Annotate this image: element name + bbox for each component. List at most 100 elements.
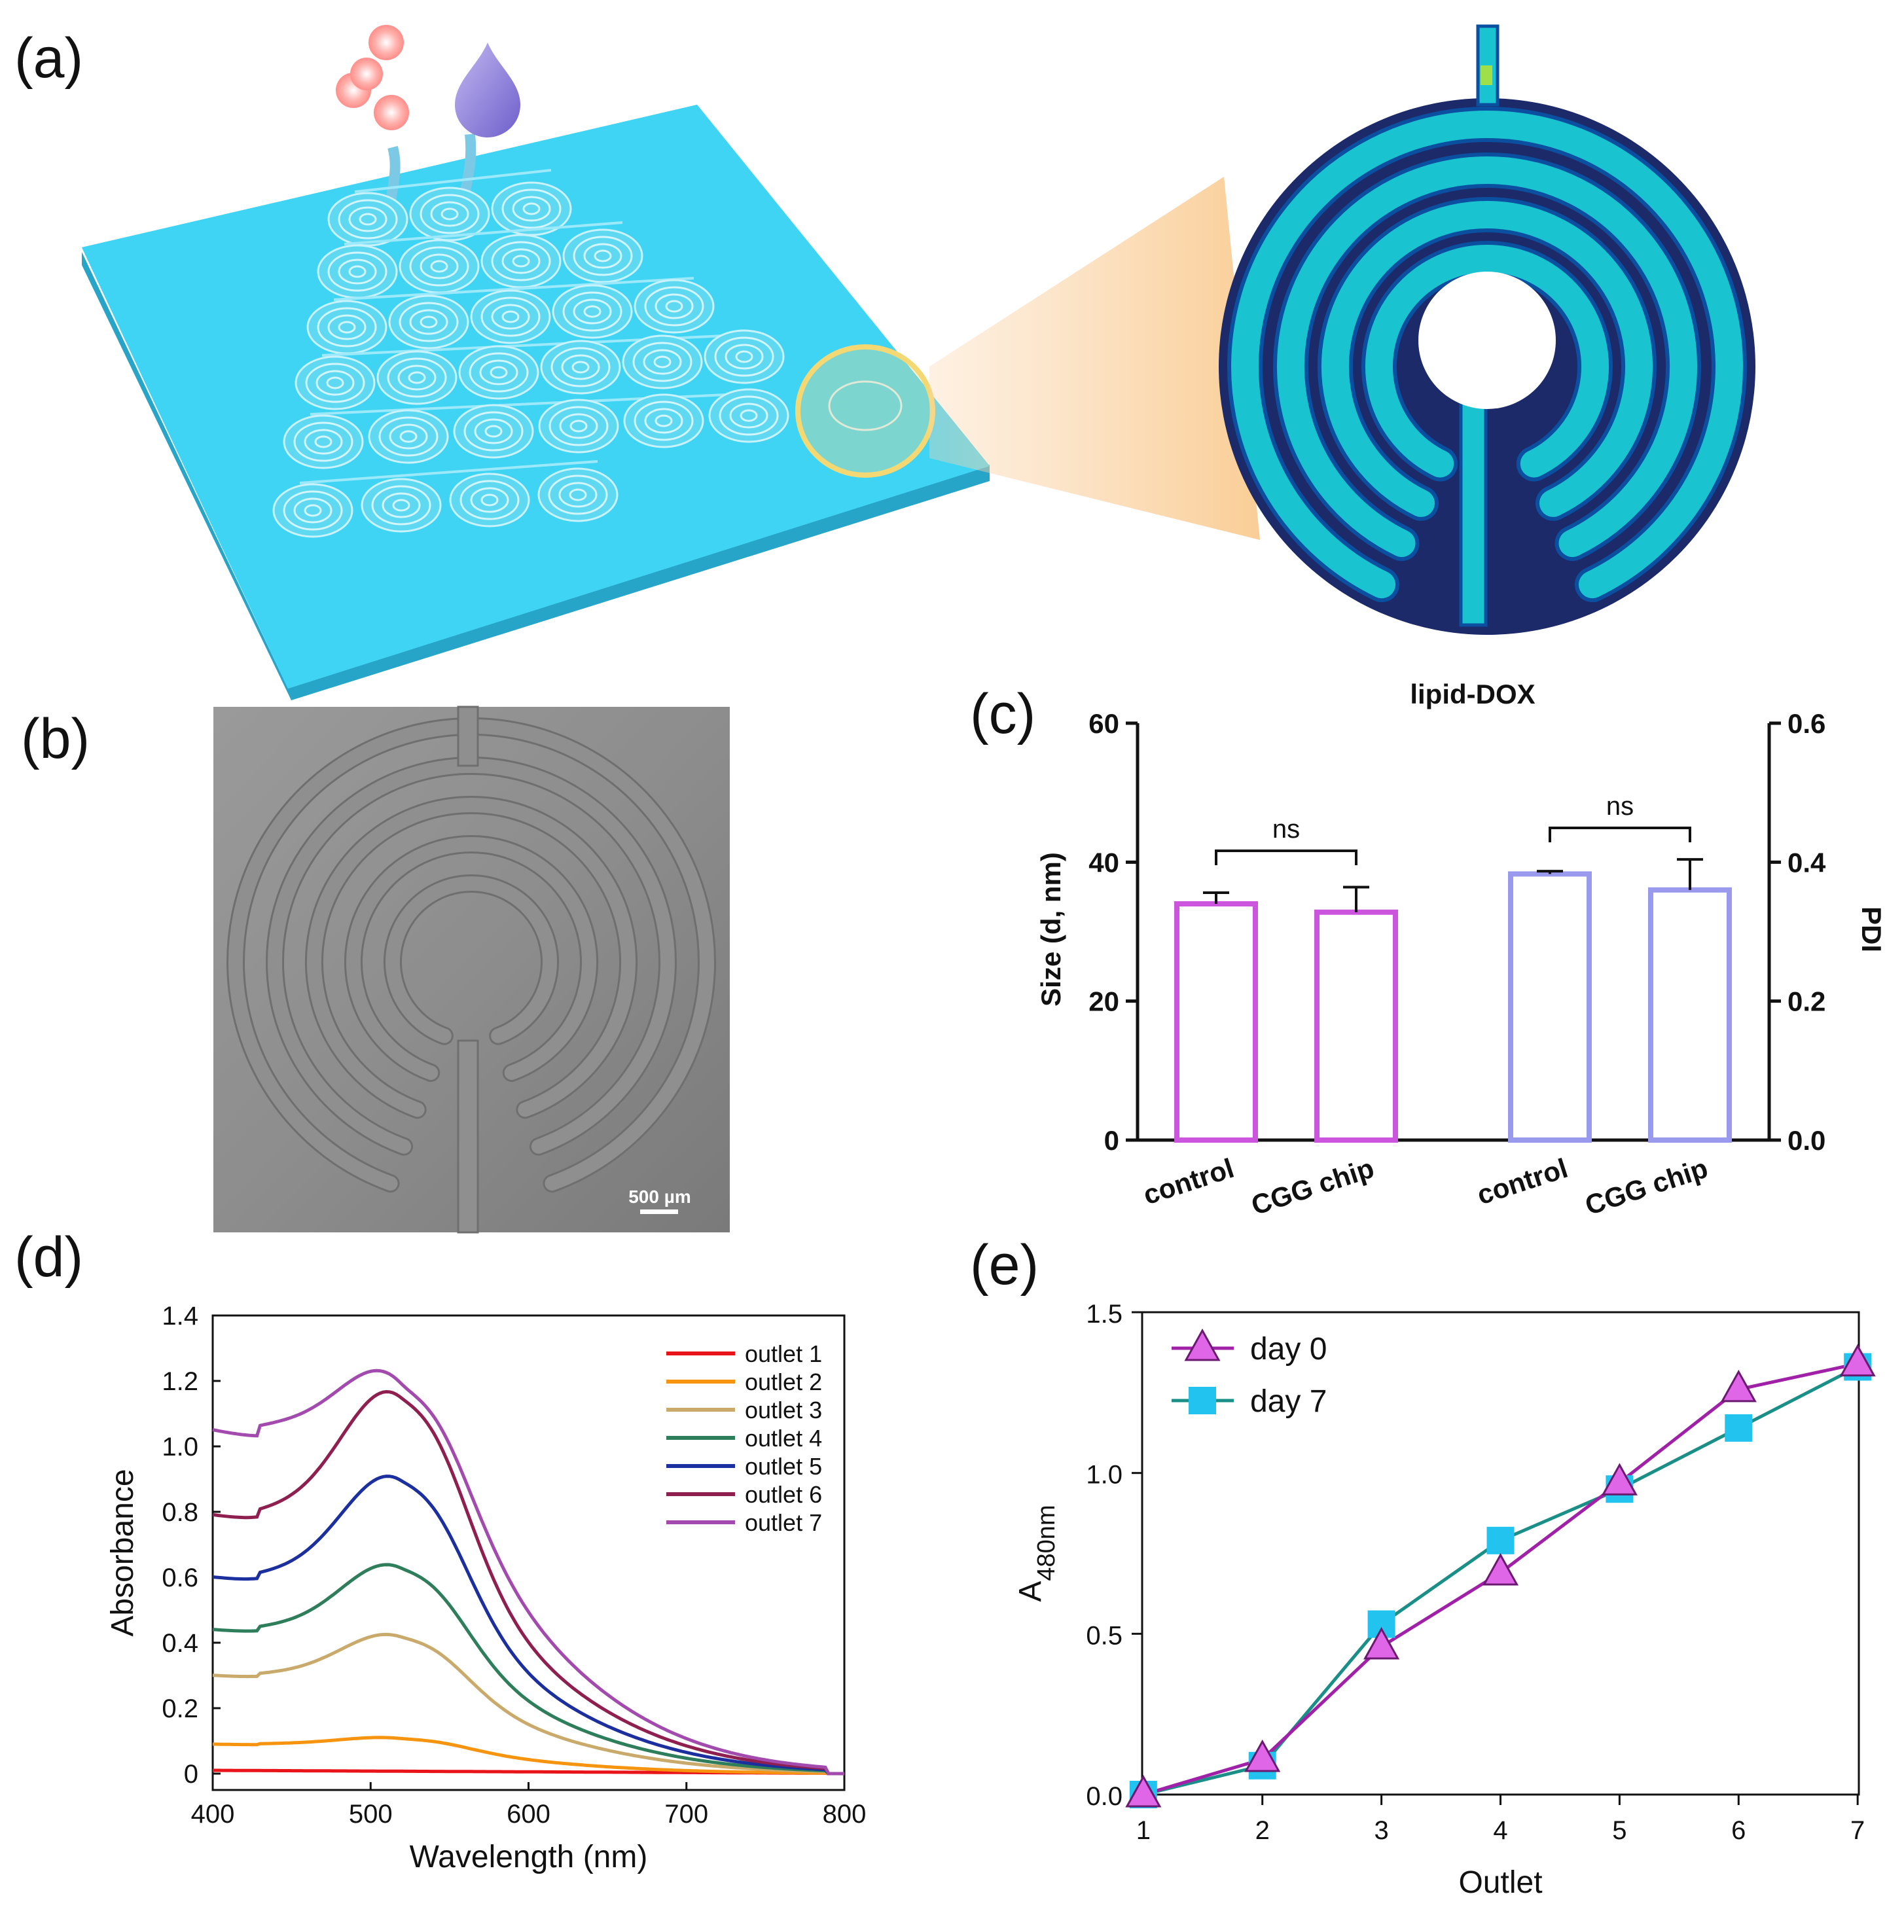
chip-spiral-ring xyxy=(392,499,410,512)
chip-spiral-ring xyxy=(389,423,428,450)
c-y2label: PDI xyxy=(1856,906,1887,952)
d-ytick-label: 0.8 xyxy=(162,1498,198,1527)
chip-spiral-ring xyxy=(522,202,541,215)
d-legend-label: outlet 3 xyxy=(745,1397,822,1423)
zoom-center xyxy=(1418,272,1556,409)
chip-spiral-ring xyxy=(348,265,367,278)
chip-spiral-ring xyxy=(338,321,356,334)
c-bar xyxy=(1174,901,1258,1143)
d-ytick-label: 1.4 xyxy=(162,1302,198,1331)
e-ytick-label: 0.5 xyxy=(1086,1621,1123,1650)
chip-spiral-ring xyxy=(304,429,343,455)
d-legend-label: outlet 4 xyxy=(745,1425,822,1452)
chip-spiral-ring xyxy=(399,430,418,443)
chip-spiral-ring xyxy=(653,355,672,368)
d-xtick-label: 800 xyxy=(823,1800,867,1829)
panel-e-label: (e) xyxy=(970,1234,1039,1297)
chip-spiral-ring xyxy=(470,487,509,513)
chip-spiral-ring xyxy=(420,253,459,279)
d-ytick-label: 0.6 xyxy=(162,1564,198,1592)
chip-spiral-ring xyxy=(484,425,503,438)
c-sig-label: ns xyxy=(1606,792,1634,821)
d-ytick-label: 0 xyxy=(184,1760,198,1789)
chip-spiral-ring xyxy=(512,255,530,268)
chip-spiral-ring xyxy=(293,421,353,462)
c-y2tick-label: 0.2 xyxy=(1787,986,1825,1017)
chip-spiral-ring xyxy=(430,201,469,227)
chip-spiral-ring xyxy=(314,435,332,448)
e-marker-square xyxy=(1486,1526,1515,1554)
e-xtick-label: 6 xyxy=(1731,1816,1746,1845)
d-series-line xyxy=(212,1475,844,1776)
c-xtick-label: control xyxy=(1140,1153,1238,1211)
chip-spiral-ring xyxy=(409,246,469,287)
e-ylabel-main: A xyxy=(1013,1581,1048,1602)
e-ytick-label: 1.0 xyxy=(1086,1461,1123,1490)
e-marker-triangle xyxy=(1125,1774,1162,1808)
micro-spiral xyxy=(226,706,716,1234)
chip-spiral-ring xyxy=(440,207,459,221)
chip-spiral-ring xyxy=(420,194,480,234)
chip-spiral-ring xyxy=(729,402,768,429)
c-bar xyxy=(1508,871,1592,1143)
panel-c-label: (c) xyxy=(970,683,1035,745)
chip-spiral-ring xyxy=(474,418,513,444)
zoom-spiral-ring xyxy=(1321,201,1653,517)
chip-spiral-ring xyxy=(315,370,355,396)
e-xtick-label: 3 xyxy=(1374,1816,1388,1845)
e-legend-label: day 0 xyxy=(1250,1332,1327,1367)
chip-slab-side xyxy=(82,252,990,700)
d-ylabel: Absorbance xyxy=(105,1469,140,1636)
chip-spiral-ring xyxy=(655,293,694,319)
chart-e: 0.0 0.5 1.0 1.5 1 2 3 4 5 6 7 Outlet A480nm day 0 day … xyxy=(1013,1300,1876,1900)
chart-d: 0 0.2 0.4 0.6 0.8 1.0 1.2 1.4 400 500 600 700 800 Wav… xyxy=(105,1302,866,1874)
d-xtick-label: 600 xyxy=(507,1800,550,1829)
chip-channel-line xyxy=(344,221,623,245)
chip-spiral-ring xyxy=(480,296,541,337)
chip-channel-line xyxy=(299,460,598,484)
chip-spiral-ring xyxy=(571,361,590,374)
chip-spiral-ring xyxy=(491,241,551,281)
c-bar xyxy=(1314,909,1398,1143)
d-xtick-label: 700 xyxy=(664,1800,708,1829)
chip-spiral-ring xyxy=(655,414,673,427)
chip-spiral-ring xyxy=(397,365,437,391)
panel-c: (c) lipid-DOX 0 20 40 60 0.0 0.2 0.4 0.6 control… xyxy=(970,679,1887,1221)
chip-spiral-ring xyxy=(371,485,431,526)
chip-spiral-ring xyxy=(459,480,520,520)
chart-c-title: lipid-DOX xyxy=(1410,679,1535,709)
chip-spiral-ring xyxy=(420,315,438,329)
chip-spiral-ring xyxy=(293,497,332,524)
d-series-line xyxy=(212,1563,844,1776)
chip-spiral-ring xyxy=(634,401,694,441)
e-xtick-label: 7 xyxy=(1850,1816,1865,1845)
c-sig-bracket xyxy=(1549,827,1691,842)
d-legend-label: outlet 7 xyxy=(745,1509,822,1536)
c-y2tick-label: 0.6 xyxy=(1787,708,1825,739)
e-xtick-label: 2 xyxy=(1255,1816,1270,1845)
chip-channel-network xyxy=(272,169,903,538)
panel-e: (e) 0.0 0.5 1.0 1.5 1 2 3 4 5 6 7 Outlet A480nm day 0… xyxy=(970,1234,1876,1900)
e-marker-triangle xyxy=(1601,1463,1638,1495)
c-ytick-label: 0 xyxy=(1104,1125,1119,1156)
chip-channel-line xyxy=(321,332,764,357)
c-xtick-label: CGG chip xyxy=(1581,1153,1712,1221)
chip-spiral-ring xyxy=(430,260,448,273)
d-series-line xyxy=(212,1632,844,1776)
d-ytick-label: 1.0 xyxy=(162,1433,198,1461)
d-series-line xyxy=(213,1736,844,1776)
chip-spiral-ring xyxy=(573,236,633,276)
e-marker-square xyxy=(1725,1414,1753,1442)
zoom-fan xyxy=(929,177,1260,540)
e-ylabel-sub: 480nm xyxy=(1033,1505,1060,1581)
panel-b-label: (b) xyxy=(21,707,90,770)
chip-spiral-ring xyxy=(305,363,365,403)
panel-b: (b) 500 µm xyxy=(21,706,730,1234)
chip-spiral-ring xyxy=(714,336,774,377)
e-xlabel: Outlet xyxy=(1458,1865,1542,1900)
e-marker-triangle xyxy=(1363,1626,1400,1660)
micro-spiral-ring xyxy=(307,798,636,1117)
scale-bar xyxy=(640,1209,678,1214)
chip-spiral-ring xyxy=(387,357,447,398)
